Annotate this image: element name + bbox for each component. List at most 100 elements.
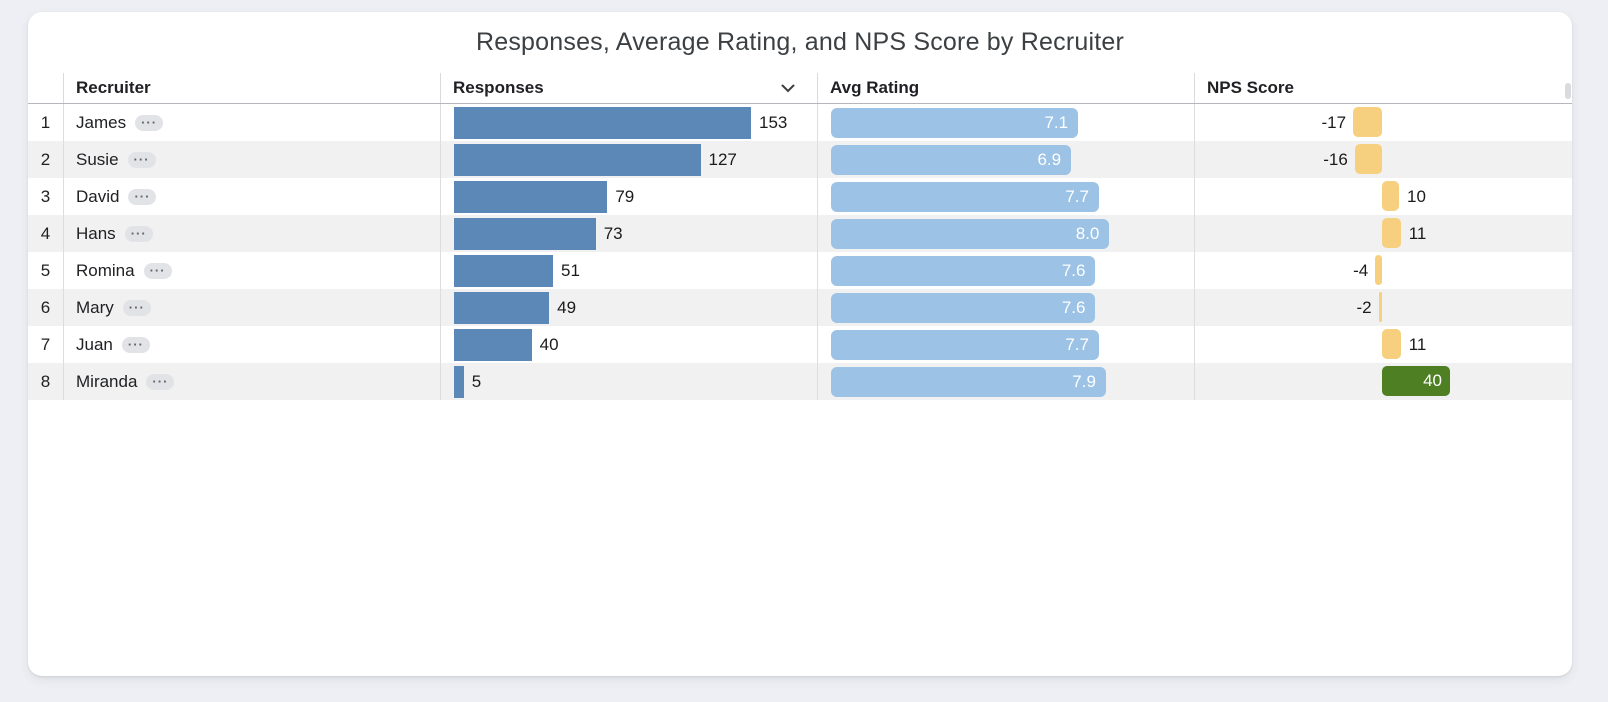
col-header-responses-label: Responses <box>453 78 544 97</box>
responses-cell: 49 <box>440 289 817 326</box>
nps-cell: 10 <box>1194 178 1572 215</box>
recruiter-cell: James ··· <box>63 104 440 141</box>
table-body: 1 James ··· 153 7.1 -17 2 Susie ··· 127 <box>28 104 1572 400</box>
responses-value: 5 <box>471 371 482 391</box>
table-header: Recruiter Responses Avg Rating NPS Score <box>28 73 1572 104</box>
ellipsis-pill[interactable]: ··· <box>127 151 156 168</box>
row-rank: 7 <box>40 334 51 354</box>
col-header-recruiter[interactable]: Recruiter <box>63 73 440 103</box>
ellipsis-pill[interactable]: ··· <box>121 336 150 353</box>
recruiter-cell: Miranda ··· <box>63 363 440 400</box>
nps-value: 11 <box>1408 224 1427 243</box>
table-row: 4 Hans ··· 73 8.0 11 <box>28 215 1572 252</box>
nps-value: -16 <box>1323 150 1348 169</box>
recruiter-cell: David ··· <box>63 178 440 215</box>
responses-value: 79 <box>615 186 635 206</box>
nps-cell: -4 <box>1194 252 1572 289</box>
avg-rating-bar: 7.1 <box>831 107 1079 138</box>
recruiter-name: Romina <box>76 260 135 280</box>
avg-rating-cell: 7.7 <box>817 178 1194 215</box>
nps-value: 40 <box>1423 371 1442 390</box>
recruiter-name: David <box>76 186 120 206</box>
nps-bar <box>1378 292 1382 322</box>
responses-cell: 73 <box>440 215 817 252</box>
chart-title: Responses, Average Rating, and NPS Score… <box>476 28 1124 56</box>
responses-value: 73 <box>603 223 623 243</box>
table-row: 3 David ··· 79 7.7 10 <box>28 178 1572 215</box>
avg-rating-value: 7.6 <box>1061 297 1086 317</box>
ellipsis-pill[interactable]: ··· <box>135 114 164 131</box>
avg-rating-bar: 7.6 <box>831 255 1096 286</box>
avg-rating-value: 7.7 <box>1065 334 1089 354</box>
avg-rating-bar: 6.9 <box>831 144 1072 175</box>
responses-bar <box>454 180 608 213</box>
row-rank: 4 <box>40 223 51 243</box>
recruiter-name: Hans <box>76 223 116 243</box>
responses-bar <box>454 365 464 398</box>
ellipsis-pill[interactable]: ··· <box>143 262 172 279</box>
responses-value: 40 <box>539 334 559 354</box>
nps-bar <box>1353 107 1382 137</box>
row-rank: 5 <box>40 260 51 280</box>
recruiter-name: James <box>76 112 127 132</box>
col-header-rank <box>28 73 63 103</box>
scrollbar-thumb[interactable] <box>1565 83 1571 99</box>
responses-cell: 51 <box>440 252 817 289</box>
row-rank: 2 <box>40 149 51 169</box>
nps-bar <box>1375 255 1382 285</box>
avg-rating-cell: 7.6 <box>817 289 1194 326</box>
avg-rating-cell: 7.7 <box>817 326 1194 363</box>
row-rank: 6 <box>40 297 51 317</box>
nps-cell: -2 <box>1194 289 1572 326</box>
avg-rating-bar: 8.0 <box>831 218 1110 249</box>
row-rank: 8 <box>40 371 51 391</box>
ellipsis-pill[interactable]: ··· <box>122 299 151 316</box>
avg-rating-bar: 7.7 <box>831 181 1099 212</box>
col-header-nps-score[interactable]: NPS Score <box>1194 73 1572 103</box>
recruiter-cell: Juan ··· <box>63 326 440 363</box>
avg-rating-value: 8.0 <box>1075 223 1100 243</box>
col-header-recruiter-label: Recruiter <box>76 78 151 97</box>
nps-value: -17 <box>1321 113 1347 132</box>
col-header-responses[interactable]: Responses <box>440 73 817 103</box>
row-rank: 1 <box>40 112 51 132</box>
ellipsis-pill[interactable]: ··· <box>124 225 153 242</box>
avg-rating-bar: 7.6 <box>831 292 1096 323</box>
nps-bar <box>1354 144 1382 174</box>
nps-cell: 40 <box>1194 363 1572 400</box>
nps-cell: 11 <box>1194 215 1572 252</box>
avg-rating-value: 7.9 <box>1072 371 1096 391</box>
nps-value: -2 <box>1356 298 1372 317</box>
col-header-avg-rating[interactable]: Avg Rating <box>817 73 1194 103</box>
nps-cell: -17 <box>1194 104 1572 141</box>
ellipsis-pill[interactable]: ··· <box>146 373 175 390</box>
avg-rating-value: 7.1 <box>1044 112 1069 132</box>
recruiter-name: Miranda <box>76 371 138 391</box>
avg-rating-cell: 7.1 <box>817 104 1194 141</box>
recruiter-cell: Susie ··· <box>63 141 440 178</box>
sort-chevron-down-icon[interactable] <box>781 78 795 98</box>
avg-rating-cell: 7.9 <box>817 363 1194 400</box>
row-rank: 3 <box>40 186 51 206</box>
responses-cell: 40 <box>440 326 817 363</box>
avg-rating-value: 6.9 <box>1037 149 1062 169</box>
col-header-nps-score-label: NPS Score <box>1207 78 1294 97</box>
nps-value: 11 <box>1408 335 1427 354</box>
avg-rating-cell: 6.9 <box>817 141 1194 178</box>
ellipsis-pill[interactable]: ··· <box>128 188 157 205</box>
responses-value: 153 <box>759 112 788 132</box>
responses-bar <box>454 291 550 324</box>
responses-value: 51 <box>561 260 580 280</box>
table-row: 8 Miranda ··· 5 7.9 40 <box>28 363 1572 400</box>
nps-cell: -16 <box>1194 141 1572 178</box>
responses-cell: 79 <box>440 178 817 215</box>
responses-cell: 153 <box>440 104 817 141</box>
responses-cell: 5 <box>440 363 817 400</box>
report-card: Responses, Average Rating, and NPS Score… <box>28 12 1572 676</box>
nps-bar: 40 <box>1382 366 1450 396</box>
responses-value: 127 <box>708 149 737 169</box>
nps-cell: 11 <box>1194 326 1572 363</box>
table-row: 6 Mary ··· 49 7.6 -2 <box>28 289 1572 326</box>
avg-rating-value: 7.7 <box>1065 186 1089 206</box>
